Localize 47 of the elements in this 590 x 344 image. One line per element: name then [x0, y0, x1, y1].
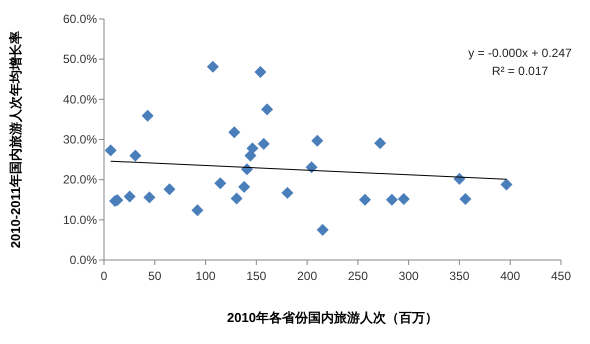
y-tick-label: 50.0%: [62, 52, 98, 66]
point: [164, 183, 176, 196]
y-axis-title: 2010-2011年国内旅游人次年均增长率: [8, 30, 23, 248]
point: [306, 161, 318, 174]
x-tick-label: 450: [550, 269, 572, 283]
y-tick-label: 40.0%: [62, 92, 98, 106]
point: [398, 192, 410, 205]
point: [214, 177, 226, 190]
point: [316, 224, 329, 236]
point: [124, 190, 136, 203]
point: [230, 192, 243, 205]
point: [459, 192, 472, 205]
point: [359, 194, 371, 206]
point: [258, 138, 270, 150]
point: [206, 60, 219, 73]
point: [281, 186, 294, 199]
point: [386, 194, 398, 206]
point: [104, 144, 117, 156]
x-tick-label: 100: [196, 269, 216, 283]
point: [374, 137, 386, 150]
point: [254, 66, 266, 78]
point: [246, 142, 258, 154]
x-tick-label: 400: [500, 269, 521, 283]
x-tick-label: 250: [348, 269, 368, 283]
point: [228, 126, 240, 138]
annotation: R² = 0.017: [492, 64, 549, 78]
y-tick-label: 0.0%: [70, 253, 98, 267]
y-tick-label: 60.0%: [62, 12, 98, 26]
y-tick-label: 20.0%: [62, 172, 98, 187]
y-tick-label: 30.0%: [62, 132, 98, 146]
y-tick-label: 10.0%: [62, 212, 98, 227]
x-tick-label: 150: [246, 269, 267, 283]
point: [129, 150, 142, 162]
x-axis-title: 2010年各省份国内旅游人次（百万）: [227, 310, 438, 325]
point: [142, 110, 154, 122]
point: [311, 134, 324, 147]
point: [261, 103, 274, 116]
annotation: y = -0.000x + 0.247: [468, 46, 572, 60]
point: [500, 178, 512, 190]
x-tick-label: 350: [449, 269, 470, 283]
x-tick-label: 200: [297, 269, 318, 283]
x-tick-label: 0: [100, 269, 108, 283]
x-tick-label: 50: [148, 269, 162, 283]
point: [238, 180, 250, 193]
point: [143, 191, 156, 204]
point: [191, 204, 204, 216]
x-tick-label: 300: [398, 269, 419, 283]
